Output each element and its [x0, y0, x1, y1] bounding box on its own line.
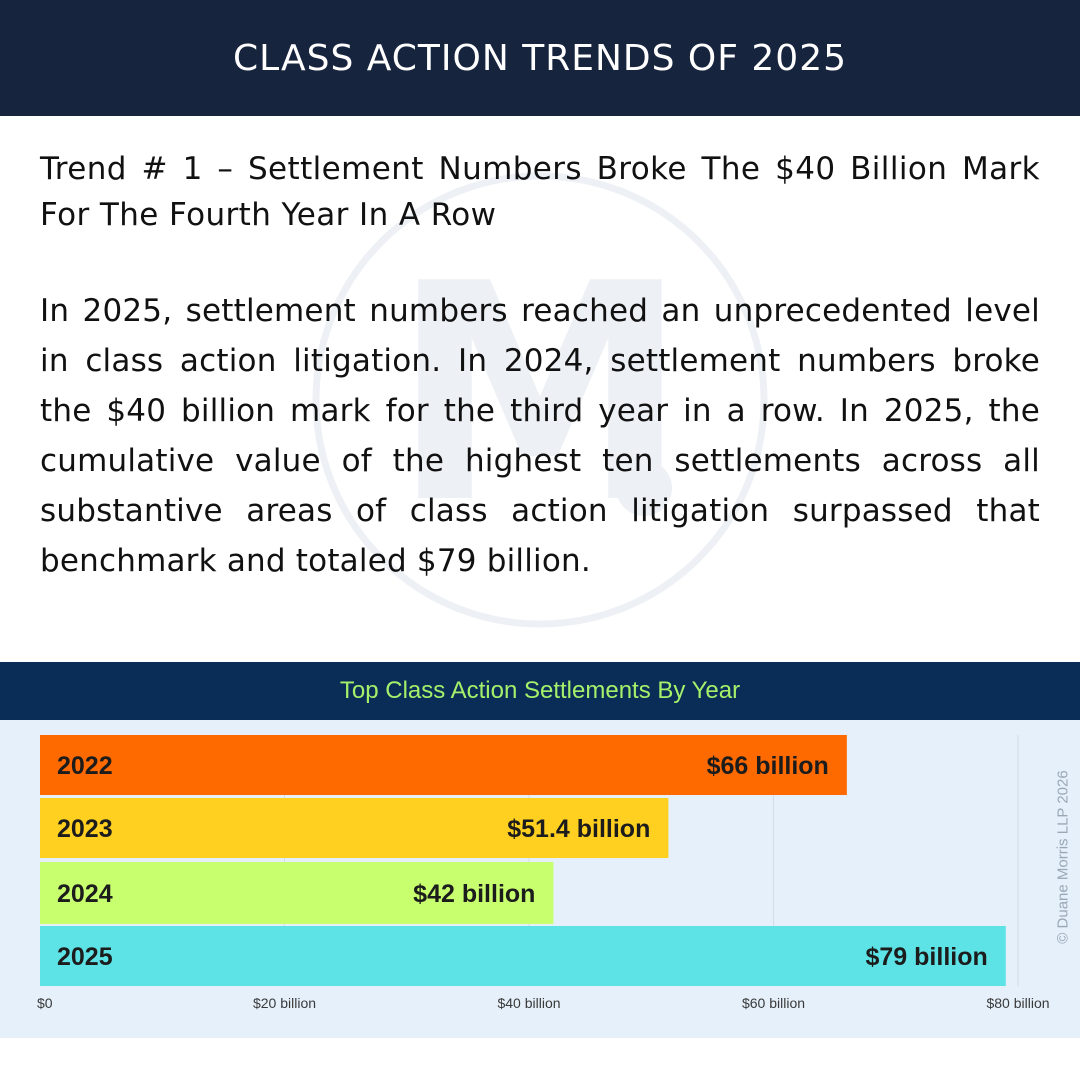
bar-value-label-2025: $79 billion [866, 943, 988, 971]
bar-category-label-2024: 2024 [57, 880, 113, 908]
chart-panel: Top Class Action Settlements By Year 202… [0, 662, 1080, 1038]
page-header: CLASS ACTION TRENDS OF 2025 [0, 0, 1080, 116]
bar-2022 [40, 735, 847, 795]
chart-copyright: © Duane Morris LLP 2026 [1054, 770, 1072, 944]
bar-2024 [40, 862, 554, 924]
bar-category-label-2022: 2022 [57, 752, 113, 780]
bar-value-label-2022: $66 billion [707, 752, 829, 780]
x-tick-label-0: $0 [37, 995, 53, 1011]
chart-header: Top Class Action Settlements By Year [0, 662, 1080, 720]
article-body: In 2025, settlement numbers reached an u… [40, 293, 1040, 579]
page-title: CLASS ACTION TRENDS OF 2025 [232, 37, 848, 79]
x-tick-label-20: $20 billion [253, 995, 316, 1011]
x-tick-label-80: $80 billion [986, 995, 1049, 1011]
bar-category-label-2023: 2023 [57, 815, 113, 843]
bar-category-label-2025: 2025 [57, 943, 113, 971]
x-tick-label-40: $40 billion [497, 995, 560, 1011]
chart-title: Top Class Action Settlements By Year [339, 677, 741, 704]
bar-2025 [40, 926, 1006, 986]
bar-chart: 2022 $66 billion 2023 $51.4 billion 2024 $42 … [37, 735, 1050, 1011]
trend-title: Trend # 1 – Settlement Numbers Broke The… [40, 151, 1040, 233]
bar-2023 [40, 798, 669, 858]
bar-value-label-2024: $42 billion [413, 880, 535, 908]
bar-value-label-2023: $51.4 billion [507, 815, 650, 843]
x-tick-label-60: $60 billion [742, 995, 805, 1011]
